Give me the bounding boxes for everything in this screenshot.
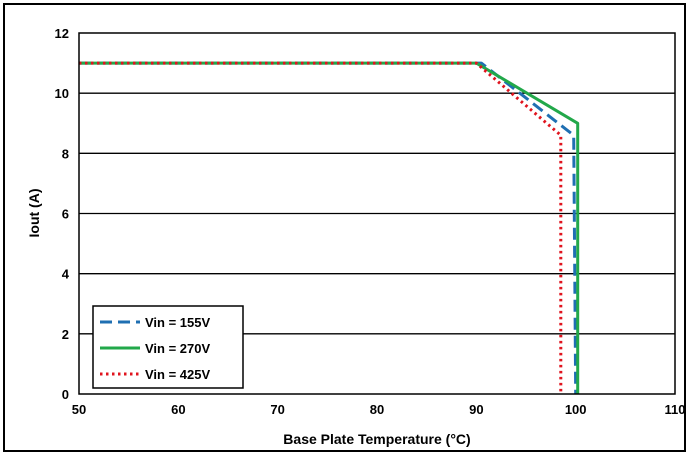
legend-label-155v: Vin = 155V <box>145 315 210 330</box>
y-tick-label: 4 <box>62 267 70 282</box>
legend: Vin = 155V Vin = 270V Vin = 425V <box>92 305 244 389</box>
x-tick-label: 70 <box>270 402 284 417</box>
x-tick-label: 80 <box>370 402 384 417</box>
y-tick-label: 2 <box>62 327 69 342</box>
legend-label-425v: Vin = 425V <box>145 367 210 382</box>
tick-labels: 0 2 4 6 8 10 12 50 60 70 80 90 100 110 <box>55 26 686 417</box>
x-tick-label: 50 <box>72 402 86 417</box>
y-tick-label: 12 <box>55 26 69 41</box>
plot-border <box>78 32 676 395</box>
x-tick-label: 110 <box>665 402 686 417</box>
x-tick-label: 60 <box>171 402 185 417</box>
series-line-2 <box>79 61 563 394</box>
y-axis-title: Iout (A) <box>26 189 42 238</box>
y-tick-label: 8 <box>62 146 69 161</box>
x-tick-label: 100 <box>565 402 587 417</box>
series-layer <box>79 61 580 395</box>
y-tick-label: 0 <box>62 387 69 402</box>
x-tick-label: 90 <box>469 402 483 417</box>
x-axis-title: Base Plate Temperature (°C) <box>283 431 470 447</box>
legend-label-270v: Vin = 270V <box>145 341 210 356</box>
y-tick-label: 10 <box>55 86 69 101</box>
y-tick-label: 6 <box>62 207 69 222</box>
